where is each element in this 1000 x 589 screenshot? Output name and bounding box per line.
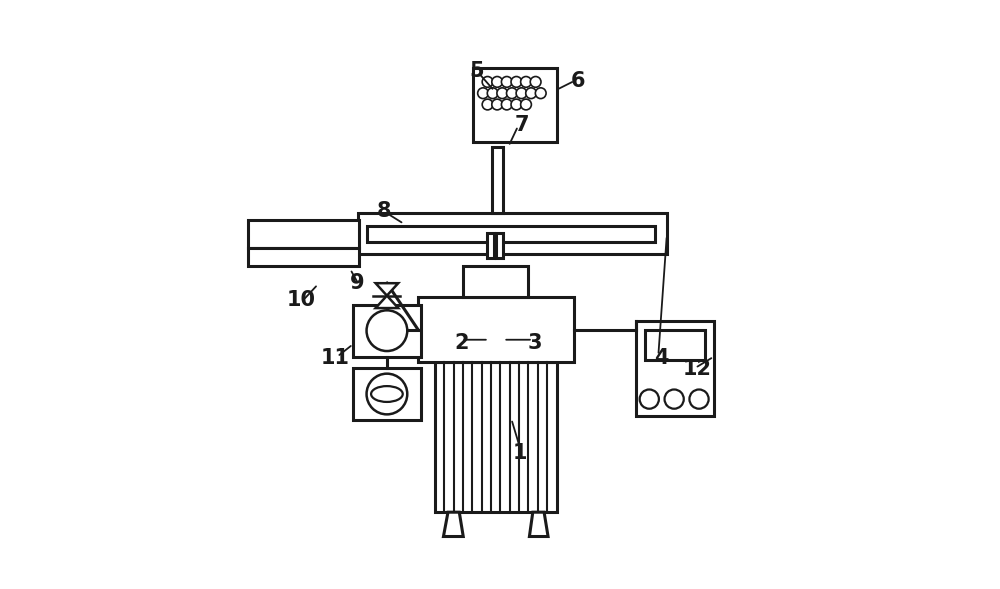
Text: 2: 2 <box>454 333 469 353</box>
Ellipse shape <box>371 386 403 402</box>
Circle shape <box>665 389 684 409</box>
Bar <box>353 305 421 357</box>
Circle shape <box>478 88 488 98</box>
Text: 8: 8 <box>377 201 391 221</box>
Circle shape <box>535 88 546 98</box>
Polygon shape <box>443 512 463 537</box>
Circle shape <box>482 99 493 110</box>
Bar <box>358 213 667 254</box>
Circle shape <box>530 77 541 87</box>
Bar <box>367 226 655 243</box>
Bar <box>636 321 714 416</box>
Circle shape <box>521 77 531 87</box>
Text: 6: 6 <box>571 71 585 91</box>
Text: 12: 12 <box>682 359 711 379</box>
Bar <box>473 68 557 142</box>
Text: 1: 1 <box>513 443 527 463</box>
Polygon shape <box>376 296 398 308</box>
Bar <box>496 233 503 258</box>
Text: 4: 4 <box>654 348 668 368</box>
Circle shape <box>511 99 522 110</box>
Circle shape <box>482 77 493 87</box>
Bar <box>418 297 574 362</box>
Circle shape <box>640 389 659 409</box>
Text: 3: 3 <box>528 333 542 353</box>
Text: 5: 5 <box>469 61 484 81</box>
Bar <box>248 248 359 266</box>
Circle shape <box>367 310 407 351</box>
Circle shape <box>487 88 498 98</box>
Circle shape <box>689 389 709 409</box>
Circle shape <box>511 77 522 87</box>
Bar <box>353 368 421 420</box>
Bar <box>645 330 705 359</box>
Bar <box>487 233 494 258</box>
Circle shape <box>516 88 527 98</box>
Text: 11: 11 <box>320 348 349 368</box>
Text: 9: 9 <box>350 273 365 293</box>
Circle shape <box>497 88 508 98</box>
Bar <box>492 147 503 213</box>
Circle shape <box>492 99 503 110</box>
Circle shape <box>526 88 536 98</box>
Circle shape <box>501 77 512 87</box>
Circle shape <box>507 88 517 98</box>
Text: 7: 7 <box>514 115 529 135</box>
Circle shape <box>501 99 512 110</box>
Circle shape <box>521 99 531 110</box>
Bar <box>463 266 528 297</box>
Circle shape <box>492 77 503 87</box>
Polygon shape <box>529 512 548 537</box>
Bar <box>248 220 359 248</box>
Polygon shape <box>376 283 398 296</box>
Bar <box>435 362 557 512</box>
Circle shape <box>367 373 407 415</box>
Text: 10: 10 <box>286 290 315 310</box>
